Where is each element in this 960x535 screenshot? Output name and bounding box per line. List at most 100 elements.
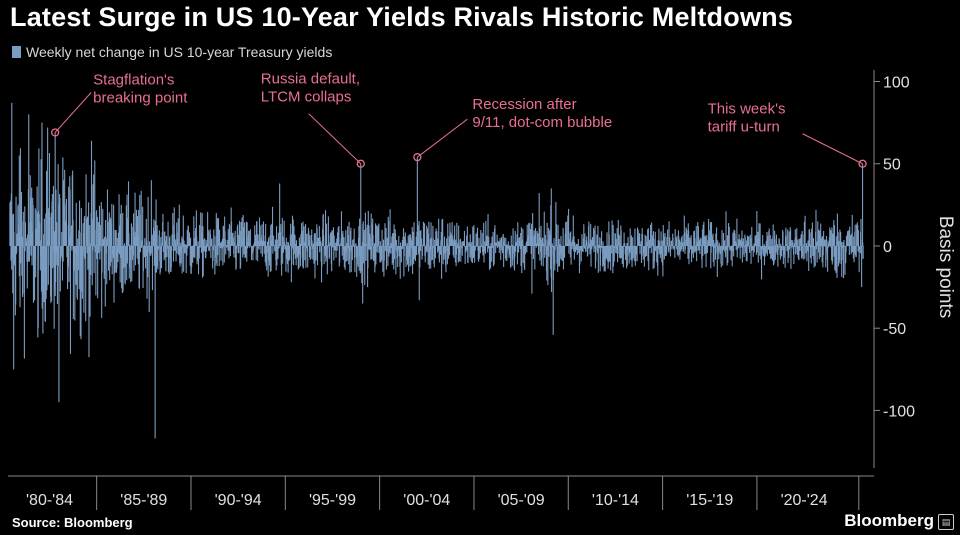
bar bbox=[352, 239, 354, 246]
bar bbox=[602, 245, 604, 266]
bar bbox=[456, 222, 458, 246]
bar bbox=[294, 235, 296, 246]
bar bbox=[720, 245, 722, 268]
bar bbox=[119, 225, 121, 246]
bar bbox=[77, 238, 79, 246]
bar bbox=[847, 245, 849, 247]
bar bbox=[16, 245, 18, 253]
bar bbox=[369, 237, 371, 246]
bar bbox=[839, 245, 841, 261]
bar bbox=[68, 245, 70, 282]
bar bbox=[287, 245, 289, 273]
brand-logo-text: Bloomberg bbox=[844, 511, 934, 530]
annotation-label: Russia default, bbox=[261, 71, 360, 88]
bar bbox=[397, 245, 399, 267]
bar bbox=[199, 224, 201, 246]
bar bbox=[158, 245, 160, 249]
bar bbox=[455, 245, 457, 267]
bar bbox=[850, 245, 852, 255]
annotation-label: This week's bbox=[708, 101, 786, 118]
bar bbox=[550, 188, 552, 246]
bar bbox=[569, 232, 571, 246]
bar bbox=[682, 242, 684, 246]
bar bbox=[777, 245, 779, 267]
bar bbox=[446, 238, 448, 246]
bar bbox=[819, 245, 821, 258]
bar bbox=[18, 245, 20, 277]
bar bbox=[458, 245, 460, 262]
bar bbox=[227, 229, 229, 246]
bar bbox=[281, 217, 283, 246]
bar bbox=[250, 245, 252, 246]
bar bbox=[445, 245, 447, 273]
bar bbox=[85, 245, 87, 322]
bar bbox=[189, 240, 191, 246]
bar bbox=[128, 233, 130, 246]
bar bbox=[640, 241, 642, 246]
bar bbox=[557, 245, 559, 272]
bar bbox=[436, 231, 438, 246]
bar bbox=[108, 212, 110, 246]
bar bbox=[407, 245, 409, 258]
bar bbox=[836, 245, 838, 278]
bar bbox=[809, 244, 811, 246]
bar bbox=[145, 245, 147, 269]
bar bbox=[661, 240, 663, 246]
bar bbox=[24, 222, 27, 246]
bar bbox=[648, 239, 651, 246]
bar bbox=[805, 245, 807, 254]
bar bbox=[611, 245, 613, 254]
bar bbox=[860, 218, 862, 246]
bar bbox=[97, 245, 99, 299]
bar bbox=[857, 230, 859, 246]
bar bbox=[52, 185, 54, 246]
bar bbox=[492, 231, 494, 246]
bar bbox=[253, 245, 255, 248]
bar bbox=[584, 244, 586, 246]
bar bbox=[348, 245, 350, 265]
bar bbox=[381, 245, 383, 260]
bar bbox=[676, 245, 678, 250]
bar bbox=[311, 240, 313, 246]
bar bbox=[843, 240, 845, 246]
bar bbox=[330, 232, 332, 246]
bar bbox=[409, 238, 411, 246]
bar bbox=[115, 245, 117, 273]
bar bbox=[689, 240, 691, 246]
bar bbox=[654, 231, 656, 246]
bar bbox=[697, 226, 699, 246]
bar bbox=[166, 236, 168, 246]
bar bbox=[105, 239, 107, 246]
bar bbox=[106, 189, 109, 246]
bar bbox=[397, 245, 399, 249]
bar bbox=[556, 224, 558, 246]
bar bbox=[93, 174, 95, 246]
bar bbox=[559, 244, 561, 246]
bar bbox=[15, 196, 17, 246]
bar bbox=[704, 245, 706, 254]
bar bbox=[837, 232, 839, 246]
x-tick-label: '10-'14 bbox=[592, 492, 639, 509]
bar bbox=[549, 234, 551, 246]
bar bbox=[34, 245, 36, 260]
bar bbox=[352, 243, 354, 246]
bar bbox=[575, 245, 577, 249]
bar bbox=[675, 237, 677, 246]
bar bbox=[306, 233, 308, 246]
bar bbox=[64, 169, 66, 246]
bar bbox=[123, 243, 126, 246]
bar bbox=[780, 243, 782, 246]
bar bbox=[52, 245, 54, 269]
bar bbox=[687, 233, 689, 246]
bar bbox=[286, 245, 288, 264]
bar bbox=[143, 245, 145, 247]
annotation-label: tariff u-turn bbox=[708, 119, 780, 136]
bar bbox=[138, 245, 140, 289]
bar bbox=[628, 245, 630, 264]
x-tick-label: '00-'04 bbox=[403, 492, 450, 509]
bar bbox=[799, 245, 801, 251]
bar bbox=[471, 242, 473, 246]
bar bbox=[570, 245, 573, 247]
bar bbox=[385, 228, 387, 246]
bar bbox=[207, 212, 209, 246]
